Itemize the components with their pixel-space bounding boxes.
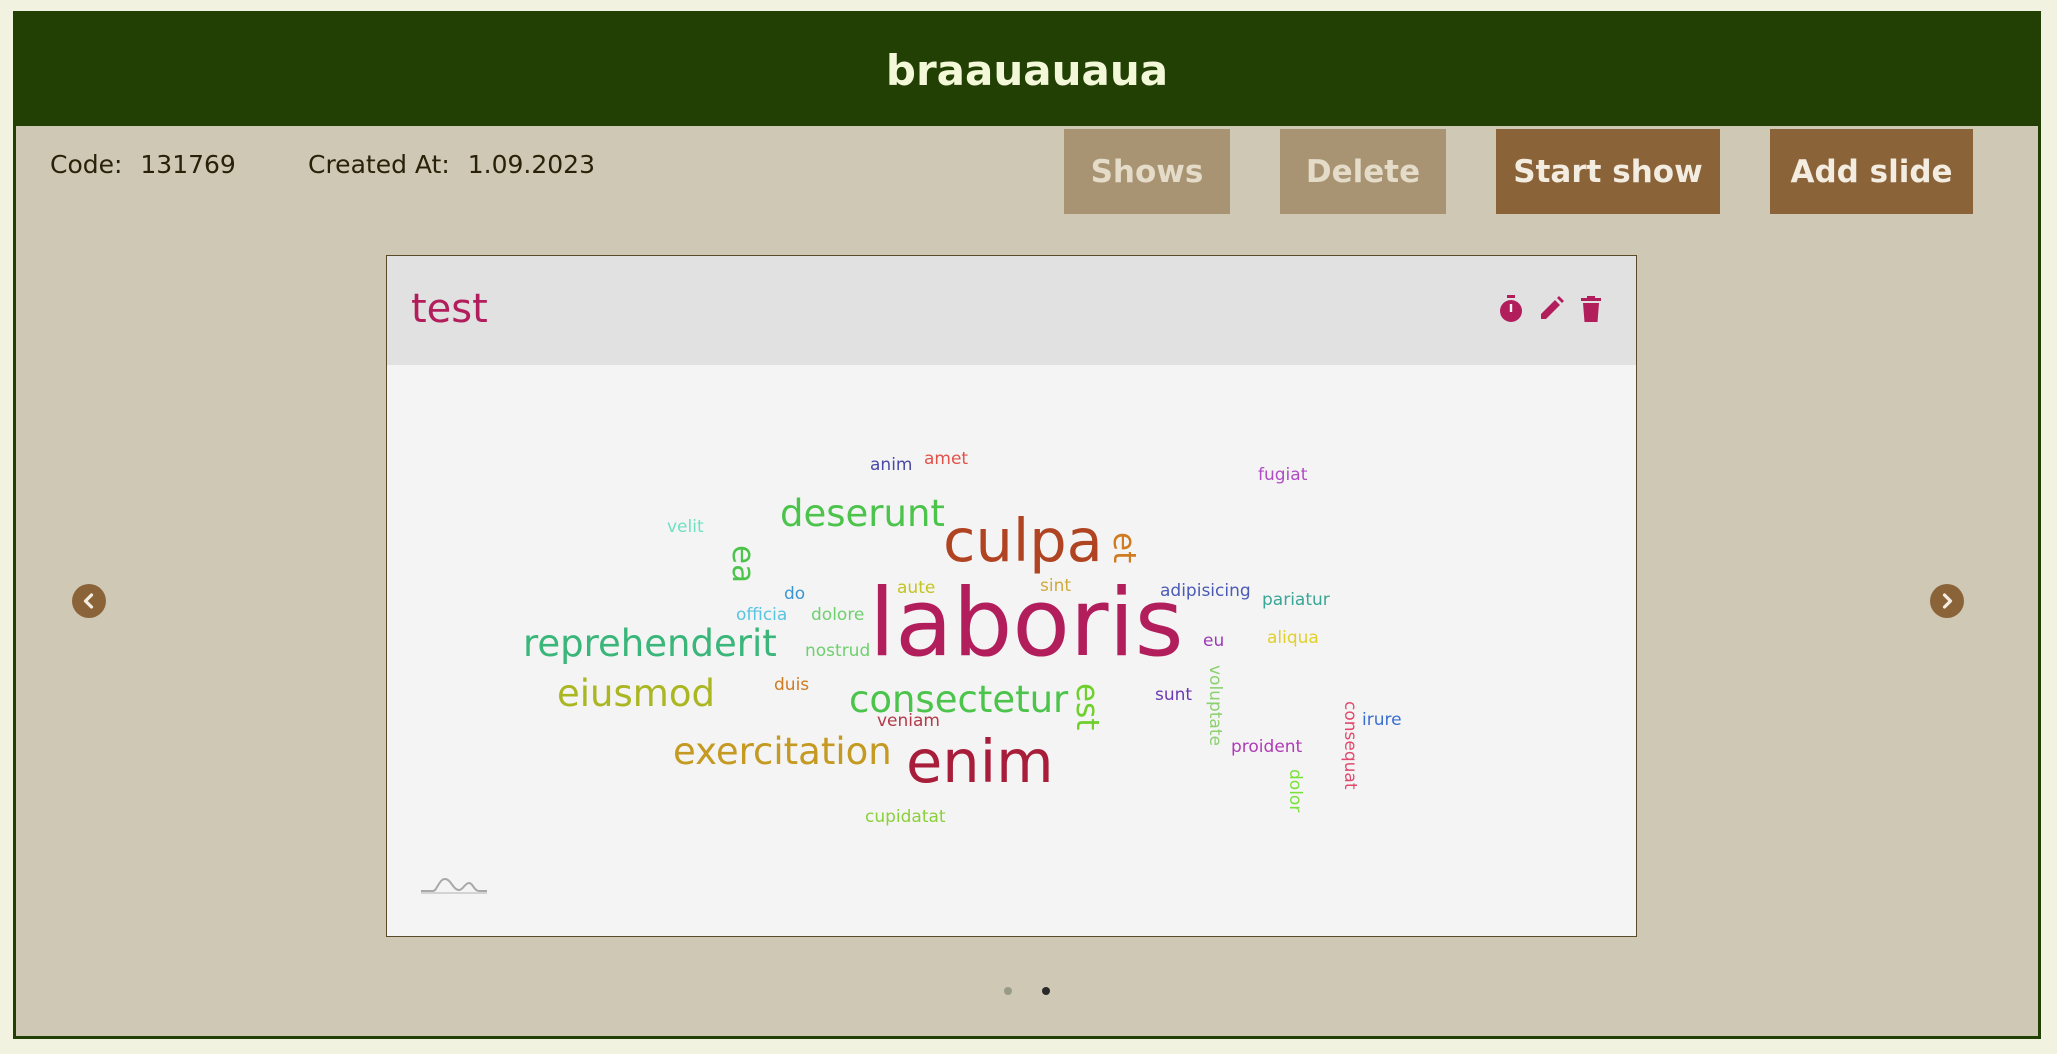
shows-button[interactable]: Shows: [1064, 129, 1230, 214]
next-slide-button[interactable]: [1930, 584, 1964, 618]
cloud-word: aute: [897, 578, 936, 598]
slide-card: test: [386, 255, 1637, 937]
start-show-button[interactable]: Start show: [1496, 129, 1720, 214]
word-cloud: anim amet fugiat velit deserunt culpa et…: [387, 365, 1636, 936]
cloud-word: dolor: [1285, 769, 1305, 813]
cloud-word: eiusmod: [557, 672, 715, 715]
cloud-word: pariatur: [1262, 590, 1330, 610]
chevron-left-icon: [83, 593, 94, 609]
cloud-word: anim: [870, 455, 913, 475]
sparkline-icon: [421, 877, 487, 894]
pager-dot-active[interactable]: [1042, 987, 1050, 995]
cloud-word: est: [1069, 683, 1105, 731]
created-info: Created At: 1.09.2023: [308, 150, 595, 179]
cloud-word: et: [1106, 532, 1142, 564]
cloud-word: sint: [1040, 576, 1072, 596]
created-label: Created At:: [308, 150, 450, 179]
cloud-word: culpa: [943, 506, 1103, 575]
created-value: 1.09.2023: [467, 150, 595, 179]
cloud-word: amet: [924, 449, 969, 469]
trash-icon[interactable]: [1576, 294, 1606, 324]
code-value: 131769: [140, 150, 236, 179]
cloud-word: irure: [1362, 710, 1402, 730]
cloud-word: veniam: [877, 711, 940, 731]
slide-actions: [1496, 294, 1606, 324]
cloud-word: exercitation: [673, 730, 892, 773]
cloud-word: sunt: [1155, 685, 1193, 705]
slide-header: test: [387, 256, 1636, 365]
cloud-word: consectetur: [849, 678, 1069, 721]
timer-icon[interactable]: [1496, 294, 1526, 324]
cloud-word: proident: [1231, 737, 1303, 757]
cloud-word: voluptate: [1205, 665, 1225, 746]
presentation-title: braauauaua: [885, 45, 1169, 95]
previous-slide-button[interactable]: [72, 584, 106, 618]
code-info: Code: 131769: [50, 150, 236, 179]
cloud-word: dolore: [811, 605, 865, 625]
cloud-word: velit: [667, 517, 704, 537]
slide-title: test: [411, 286, 488, 332]
cloud-word: fugiat: [1258, 465, 1308, 485]
add-slide-button[interactable]: Add slide: [1770, 129, 1973, 214]
cloud-word: reprehenderit: [523, 622, 777, 665]
cloud-word: eu: [1203, 631, 1225, 651]
cloud-word: cupidatat: [865, 807, 946, 827]
cloud-word: duis: [774, 675, 810, 695]
pager-dot[interactable]: [1004, 987, 1012, 995]
cloud-word: ea: [725, 545, 761, 584]
cloud-word: aliqua: [1267, 628, 1319, 648]
cloud-word: laboris: [869, 569, 1184, 678]
cloud-word: deserunt: [780, 492, 945, 535]
presentation-title-bar: braauauaua: [16, 14, 2038, 126]
cloud-word: adipisicing: [1160, 581, 1251, 601]
cloud-word: officia: [736, 605, 788, 625]
chevron-right-icon: [1942, 593, 1953, 609]
cloud-word: do: [784, 584, 806, 604]
cloud-word: consequat: [1340, 701, 1360, 790]
delete-button[interactable]: Delete: [1280, 129, 1446, 214]
edit-icon[interactable]: [1536, 294, 1566, 324]
cloud-word: enim: [906, 727, 1054, 796]
cloud-word: nostrud: [805, 641, 871, 661]
slide-pager: [1004, 987, 1050, 995]
code-label: Code:: [50, 150, 123, 179]
